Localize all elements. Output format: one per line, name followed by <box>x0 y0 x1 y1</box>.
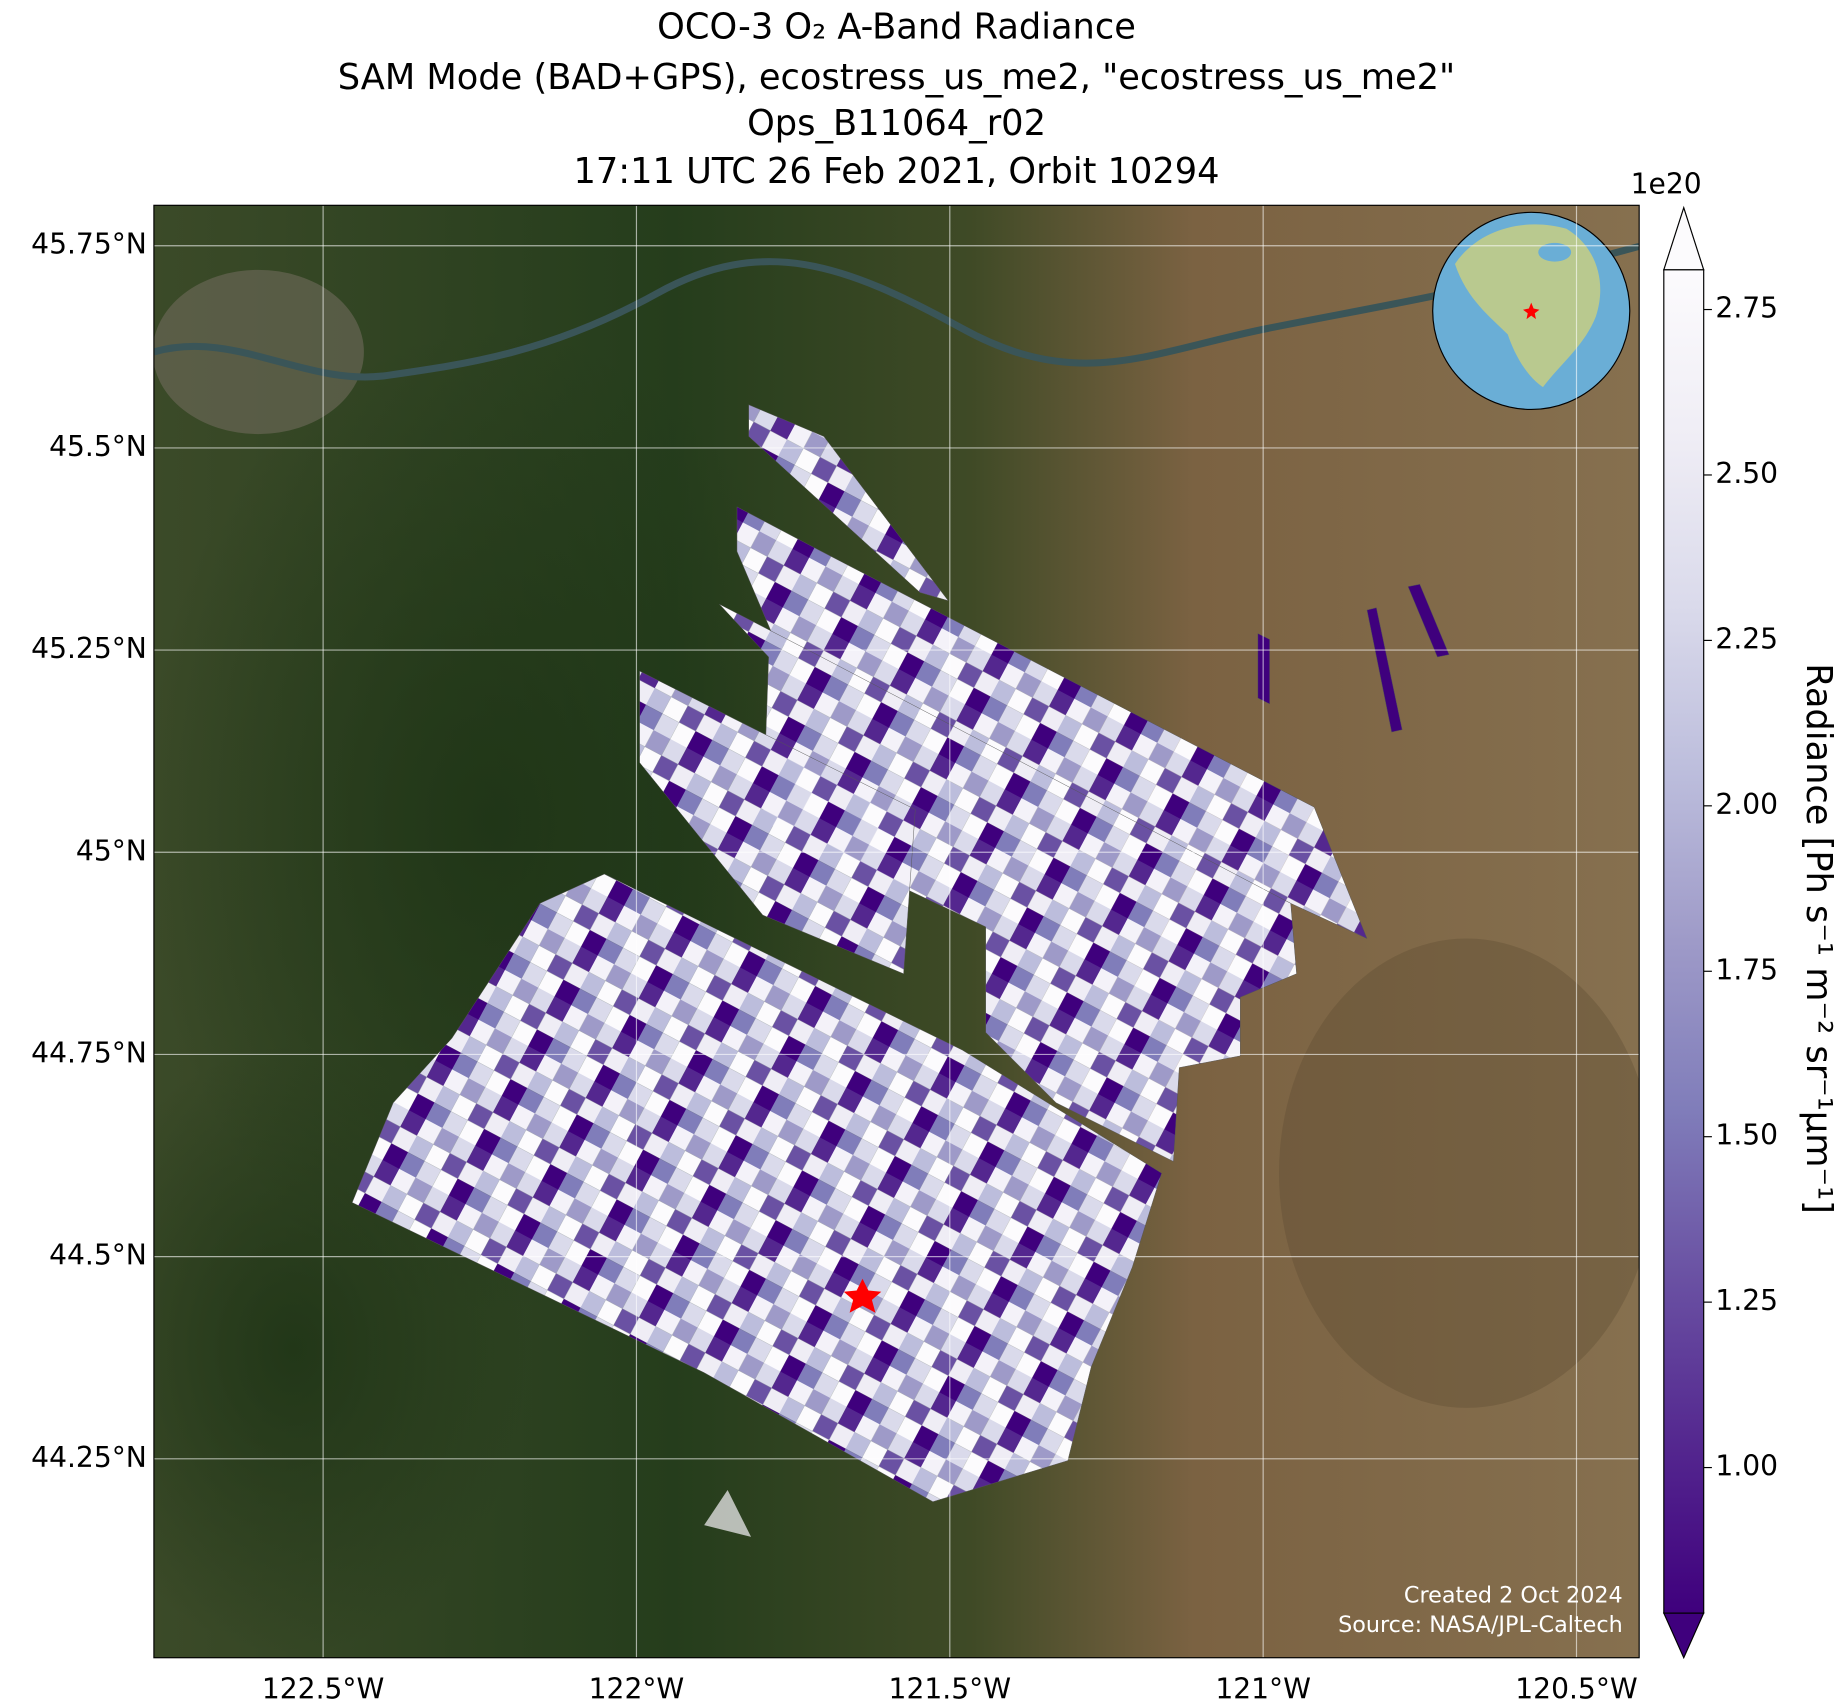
title: OCO-3 O₂ A-Band Radiance <box>657 7 1136 48</box>
x-tick-label: 120.5°W <box>1515 1673 1637 1706</box>
colorbar-tick-label: 2.25 <box>1715 622 1778 655</box>
colorbar-tick-label: 1.25 <box>1715 1284 1778 1317</box>
colorbar <box>1663 269 1705 1614</box>
map-frame <box>153 204 1640 1659</box>
y-tick-label: 45.75°N <box>31 228 147 261</box>
colorbar-tick-label: 1.50 <box>1715 1119 1778 1152</box>
inset-globe <box>1432 211 1631 411</box>
y-tick-label: 44.25°N <box>31 1441 147 1474</box>
y-tick-label: 45.5°N <box>49 430 147 463</box>
colorbar-multiplier: 1e20 <box>1631 168 1702 201</box>
title: 17:11 UTC 26 Feb 2021, Orbit 10294 <box>573 151 1219 192</box>
title: SAM Mode (BAD+GPS), ecostress_us_me2, "e… <box>338 57 1455 98</box>
colorbar-tick-label: 2.75 <box>1715 292 1778 325</box>
x-tick-label: 122.5°W <box>262 1673 384 1706</box>
y-tick-label: 45.25°N <box>31 632 147 665</box>
title: Ops_B11064_r02 <box>747 103 1046 144</box>
x-tick-label: 122°W <box>589 1673 685 1706</box>
colorbar-tick-label: 2.50 <box>1715 457 1778 490</box>
colorbar-tick-label: 2.00 <box>1715 788 1778 821</box>
x-tick-label: 121°W <box>1215 1673 1311 1706</box>
y-tick-label: 44.5°N <box>49 1239 147 1272</box>
colorbar-extend-top <box>1663 205 1705 271</box>
colorbar-label: Radiance [Ph s⁻¹ m⁻² sr⁻¹μm⁻¹] <box>1798 663 1839 1214</box>
annotation: Source: NASA/JPL-Caltech <box>1338 1612 1623 1638</box>
y-tick-label: 45°N <box>76 834 147 867</box>
swaths <box>351 404 1450 1502</box>
colorbar-extend-bottom <box>1662 1612 1705 1660</box>
annotation: Created 2 Oct 2024 <box>1404 1583 1623 1609</box>
x-tick-label: 121.5°W <box>889 1673 1011 1706</box>
colorbar-tick-label: 1.00 <box>1715 1450 1778 1483</box>
colorbar-tick-label: 1.75 <box>1715 953 1778 986</box>
target-marker <box>843 1278 882 1313</box>
y-tick-label: 44.75°N <box>31 1036 147 1069</box>
